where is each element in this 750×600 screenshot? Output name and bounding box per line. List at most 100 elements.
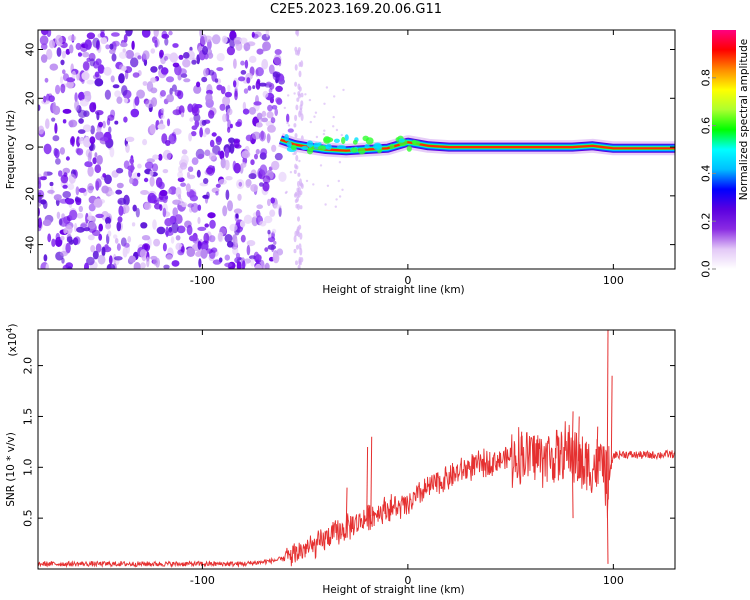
noise-blob [118, 51, 127, 59]
noise-blob [245, 179, 251, 188]
noise-blob [262, 41, 271, 52]
noise-blob [62, 119, 67, 124]
noise-blob [273, 204, 282, 209]
noise-blob [298, 86, 302, 92]
noise-blob [274, 49, 282, 55]
noise-blob [76, 226, 85, 233]
noise-blob [68, 173, 76, 184]
noise-blob [211, 132, 217, 137]
snr-dip [606, 487, 609, 564]
snr-frame [37, 329, 676, 570]
noise-blob [141, 30, 151, 38]
noise-blob [272, 252, 280, 264]
main-title: C2E5.2023.169.20.06.G11 [269, 2, 443, 17]
noise-blob [43, 143, 52, 155]
signal-blob [333, 138, 340, 143]
noise-blob [38, 125, 45, 135]
noise-blob [186, 247, 196, 257]
y-tick-label: 1.0 [22, 459, 35, 477]
noise-blob [191, 106, 200, 117]
noise-blob [188, 235, 198, 242]
noise-blob [73, 236, 81, 245]
noise-blob [181, 202, 188, 208]
noise-blob [80, 98, 89, 107]
noise-blob [133, 262, 141, 269]
noise-blob [227, 108, 233, 116]
multiplier-close: ) [7, 324, 19, 328]
noise-blob [250, 159, 255, 166]
noise-blob [90, 245, 96, 253]
noise-blob [98, 233, 103, 241]
noise-blob [149, 123, 156, 135]
noise-blob [96, 111, 100, 121]
noise-blob [167, 188, 172, 195]
snr-multiplier: (x104) [5, 324, 19, 357]
noise-blob [186, 224, 193, 236]
noise-blob [194, 104, 203, 109]
noise-blob [71, 70, 77, 79]
noise-blob [78, 91, 85, 101]
noise-blob [208, 152, 217, 161]
noise-blob [82, 61, 90, 71]
noise-blob [261, 117, 268, 123]
noise-blob [293, 123, 297, 128]
noise-blob [240, 70, 247, 75]
noise-blob [87, 183, 94, 194]
noise-blob [58, 218, 63, 226]
noise-blob [234, 144, 242, 149]
noise-blob [162, 169, 169, 174]
noise-blob [62, 167, 71, 174]
noise-dot [315, 135, 319, 139]
noise-blob [215, 136, 222, 143]
noise-dot [323, 129, 326, 132]
noise-blob [102, 173, 107, 178]
x-tick-label: 100 [603, 274, 624, 287]
noise-blob [295, 104, 299, 111]
noise-blob [88, 221, 96, 229]
noise-blob [172, 109, 182, 116]
noise-blob [295, 154, 299, 162]
noise-blob [272, 71, 281, 78]
noise-blob [40, 43, 48, 50]
noise-blob [199, 34, 208, 45]
noise-blob [80, 223, 87, 228]
noise-blob [232, 246, 239, 255]
noise-blob [297, 186, 301, 193]
noise-blob [56, 47, 62, 57]
noise-blob [251, 31, 255, 38]
noise-blob [208, 110, 215, 119]
noise-blob [212, 259, 222, 265]
noise-blob [267, 198, 271, 207]
noise-blob [65, 156, 70, 161]
noise-blob [75, 42, 82, 51]
noise-blob [62, 108, 72, 114]
noise-blob [228, 137, 235, 144]
noise-dot [342, 88, 345, 92]
noise-blob [171, 84, 177, 92]
noise-blob [204, 149, 211, 157]
snr-spike [366, 446, 369, 519]
spectrogram-frame [37, 29, 676, 270]
noise-blob [293, 248, 297, 254]
signal-blob [364, 144, 370, 149]
noise-blob [154, 203, 161, 210]
colorbar-tick-label: 0.0 [700, 260, 713, 278]
noise-blob [91, 229, 101, 237]
noise-blob [180, 246, 185, 253]
noise-blob [267, 104, 273, 112]
noise-blob [86, 256, 95, 266]
spectrogram-x-axis-label: Height of straight line (km) [322, 284, 464, 296]
y-tick-label: 40 [24, 43, 37, 57]
x-tick-label: 0 [404, 274, 411, 287]
noise-blob [267, 124, 276, 133]
noise-dot [283, 106, 286, 110]
noise-blob [125, 49, 135, 59]
noise-blob [43, 95, 47, 103]
noise-blob [160, 90, 166, 97]
noise-blob [169, 52, 179, 63]
noise-blob [87, 152, 92, 163]
noise-blob [105, 223, 111, 228]
noise-blob [117, 197, 127, 205]
noise-blob [189, 46, 193, 52]
